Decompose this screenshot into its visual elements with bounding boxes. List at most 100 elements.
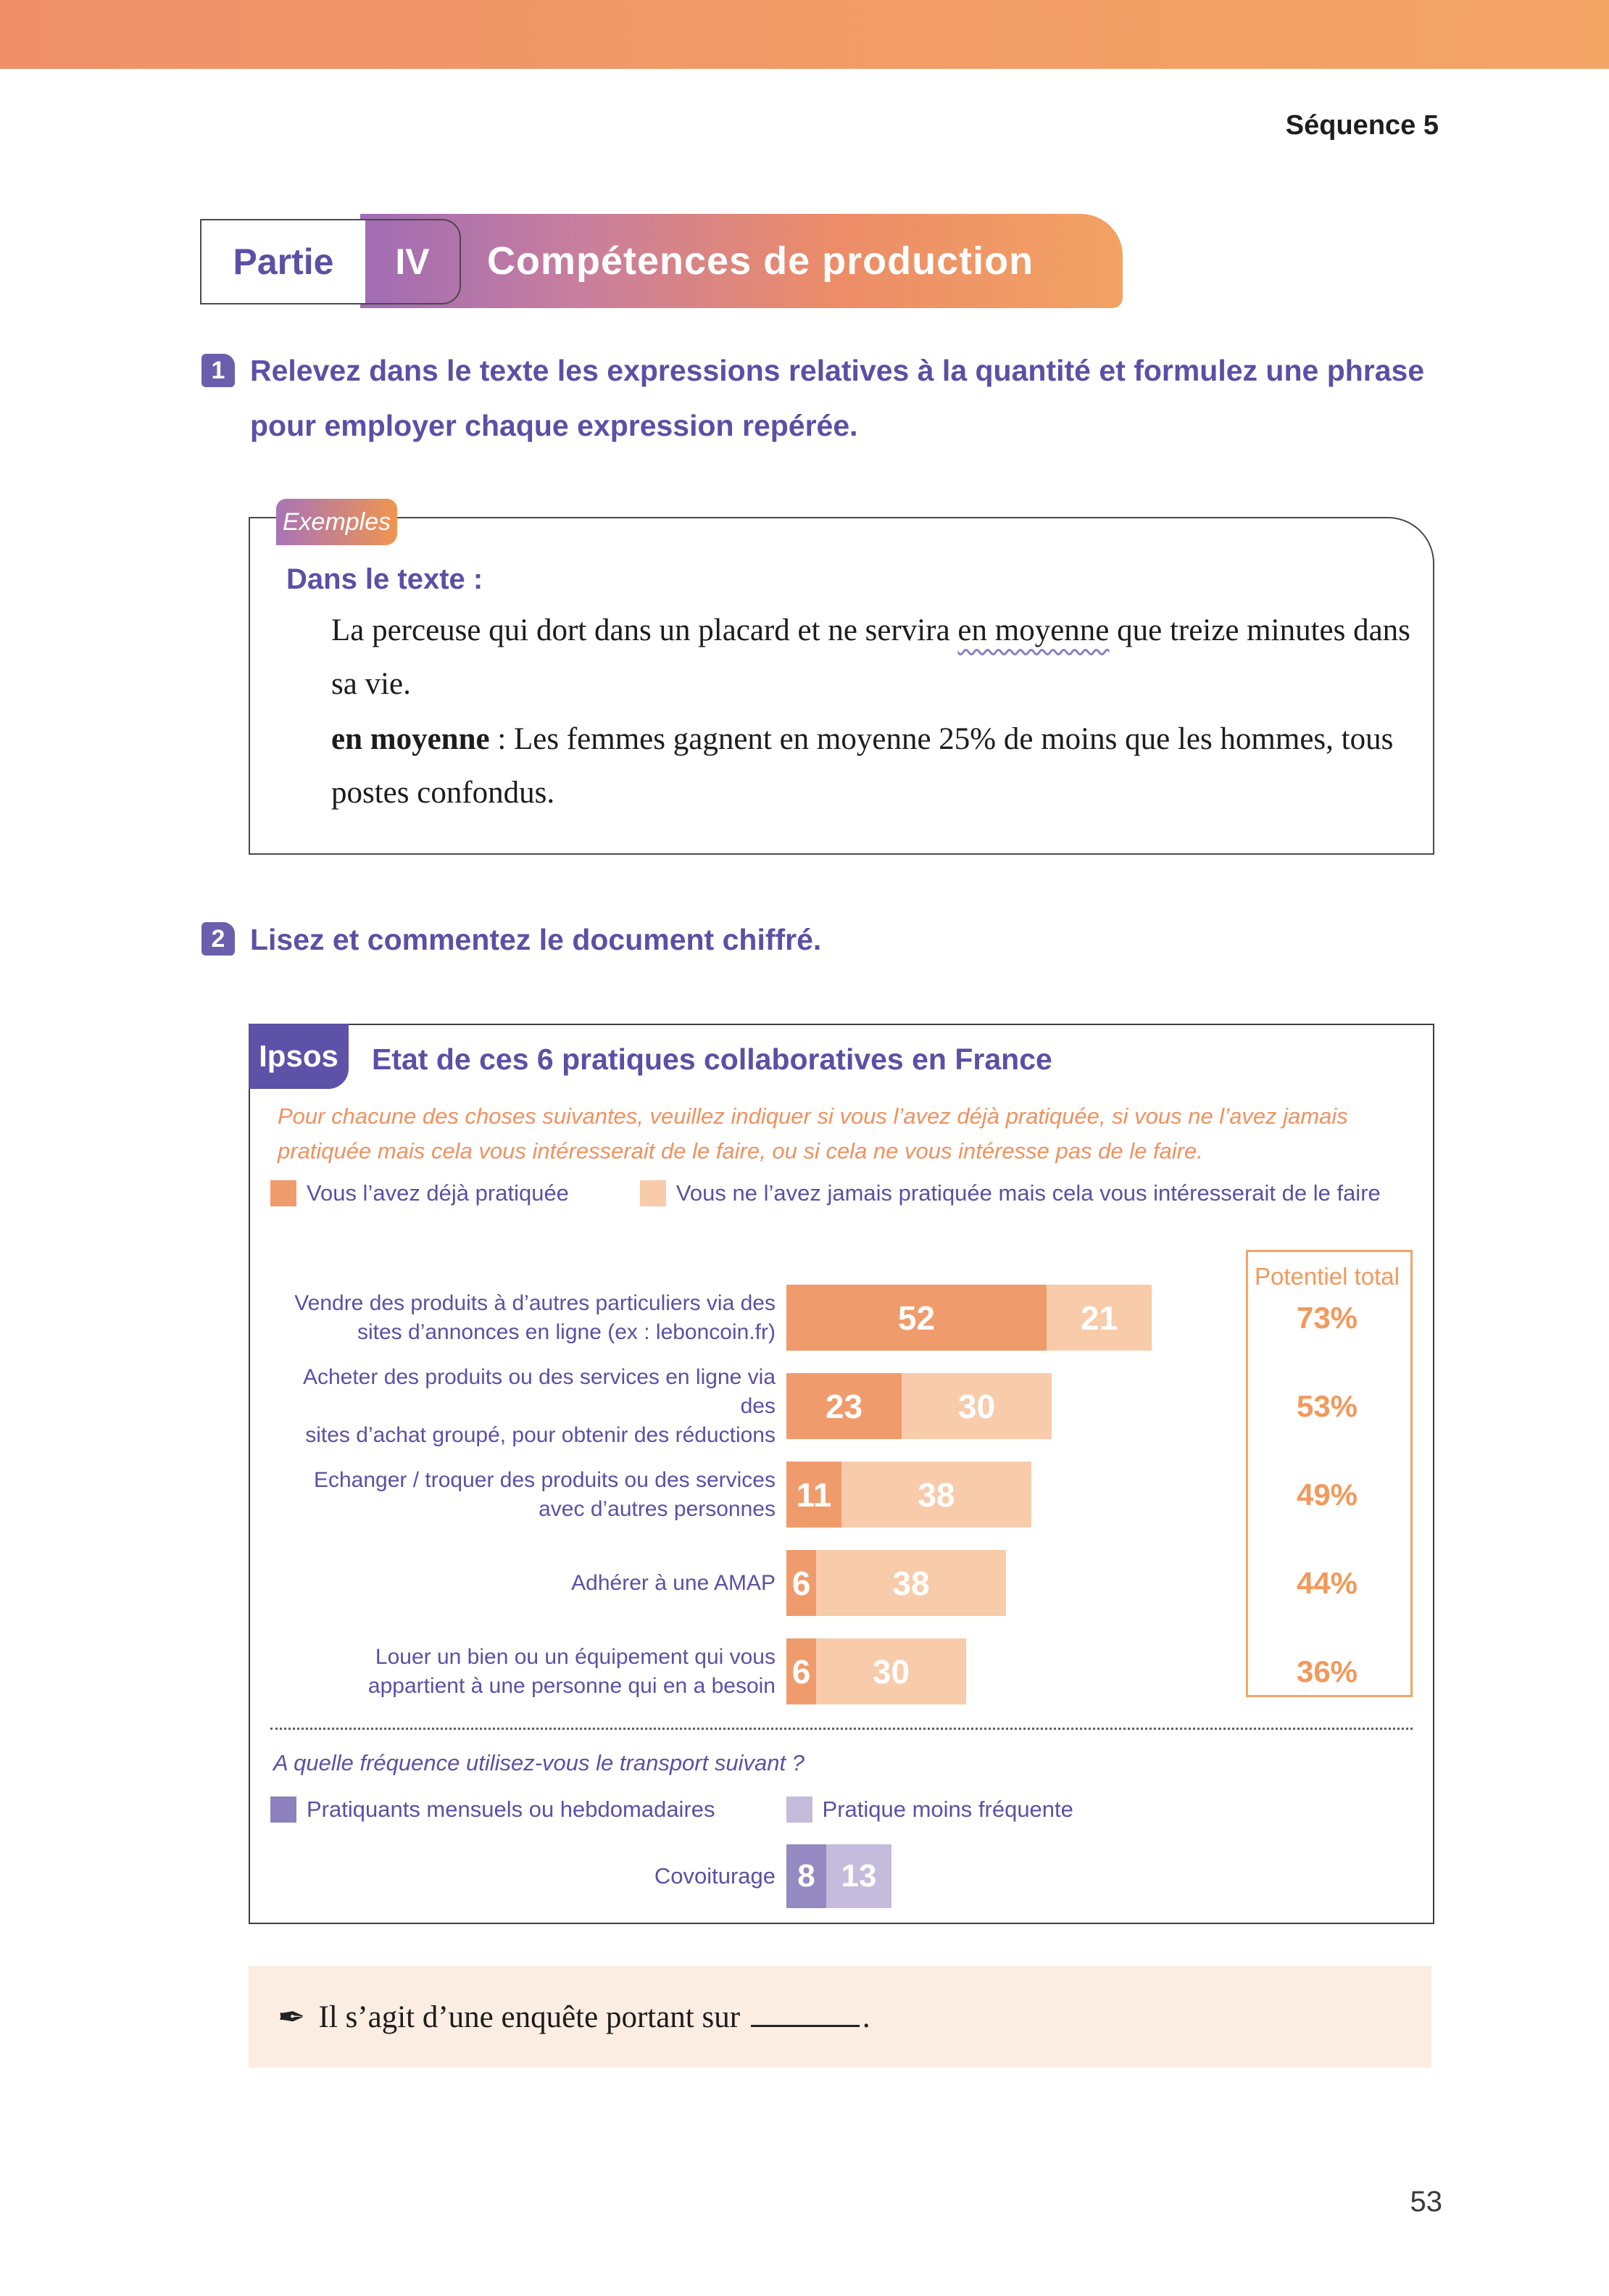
bar: 6 30 <box>786 1638 966 1704</box>
transport-question: A quelle fréquence utilisez-vous le tran… <box>273 1750 804 1775</box>
sequence-label: Séquence 5 <box>1285 110 1439 141</box>
chart-row: Vendre des produits à d’autres particuli… <box>250 1285 1433 1351</box>
examples-heading: Dans le texte : <box>286 563 483 595</box>
bar: 6 38 <box>786 1550 1006 1616</box>
chart-intro: Pour chacune des choses suivantes, veuil… <box>278 1103 1348 1164</box>
bar-value: 21 <box>1080 1298 1118 1337</box>
bar-value: 13 <box>841 1858 877 1894</box>
example-2-rest: : Les femmes gagnent en moyenne 25% de m… <box>331 722 1394 810</box>
bar-seg-practiced: 23 <box>786 1373 902 1439</box>
bar: 23 30 <box>786 1373 1052 1439</box>
answer-text-after: . <box>862 1999 870 2034</box>
legend-practices: Vous l’avez déjà pratiquée Vous ne l’ave… <box>270 1179 1381 1208</box>
legend-label-practiced: Vous l’avez déjà pratiquée <box>307 1180 569 1206</box>
legend-transport: Pratiquants mensuels ou hebdomadaires Pr… <box>270 1795 1073 1824</box>
examples-box: Dans le texte : La perceuse qui dort dan… <box>249 517 1434 855</box>
potential-value: 44% <box>1296 1565 1358 1600</box>
wavy-underlined-phrase: en moyenne <box>957 613 1110 647</box>
row-label-line: appartient à une personne qui en a besoi… <box>367 1673 776 1698</box>
bar-value: 30 <box>872 1652 910 1691</box>
legend-swatch-less-frequent-icon <box>786 1796 812 1823</box>
chart-row: Acheter des produits ou des services en … <box>250 1365 1433 1447</box>
bar-value: 30 <box>957 1387 996 1425</box>
bar-seg-interested: 38 <box>841 1462 1031 1528</box>
row-label-line: Echanger / troquer des produits ou des s… <box>313 1467 776 1492</box>
bar-seg-interested: 30 <box>816 1638 966 1704</box>
bar-seg-interested: 21 <box>1047 1285 1152 1351</box>
chart-row-label: Louer un bien ou un équipement qui vous … <box>272 1638 776 1704</box>
exercise-2-number-badge: 2 <box>201 922 235 956</box>
partie-numeral: IV <box>395 241 430 282</box>
row-label-line: avec d’autres personnes <box>539 1496 776 1521</box>
transport-row-label: Covoiturage <box>654 1863 776 1889</box>
example-1-before: La perceuse qui dort dans un placard et … <box>331 613 958 647</box>
bar-value: 38 <box>918 1475 955 1514</box>
bar-value: 8 <box>797 1858 815 1894</box>
bar-seg-practiced: 11 <box>786 1462 841 1528</box>
bar-seg-monthly: 8 <box>786 1844 826 1908</box>
legend-label-monthly: Pratiquants mensuels ou hebdomadaires <box>307 1796 715 1822</box>
potential-total-header: Potentiel total <box>1255 1263 1400 1290</box>
bar-value: 52 <box>897 1298 936 1337</box>
row-label-line: sites d’annonces en ligne (ex : leboncoi… <box>357 1319 776 1344</box>
answer-box: ✒ Il s’agit d’une enquête portant sur . <box>249 1966 1431 2068</box>
transport-row: Covoiturage 8 13 <box>250 1844 1433 1908</box>
ipsos-chart-box: Ipsos Etat de ces 6 pratiques collaborat… <box>249 1024 1434 1924</box>
bar-value: 23 <box>825 1387 863 1425</box>
bar-seg-interested: 30 <box>902 1373 1052 1439</box>
chart-row-label: Echanger / troquer des produits ou des s… <box>272 1462 776 1528</box>
chart-row-label: Adhérer à une AMAP <box>272 1550 776 1616</box>
answer-blank <box>750 2003 860 2027</box>
answer-text: Il s’agit d’une enquête portant sur . <box>319 1999 870 2035</box>
row-label-line: Louer un bien ou un équipement qui vous <box>375 1644 776 1669</box>
legend-swatch-interested-icon <box>639 1180 666 1206</box>
exercise-1-number-badge: 1 <box>201 354 235 387</box>
example-sentence-1: La perceuse qui dort dans un placard et … <box>331 604 1418 711</box>
row-label-line: Acheter des produits ou des services en … <box>302 1364 776 1418</box>
row-label-line: sites d’achat groupé, pour obtenir des r… <box>305 1422 776 1447</box>
chart-row: Adhérer à une AMAP 6 38 44% <box>250 1550 1433 1616</box>
example-1-after: que treize minutes dans sa vie. <box>331 613 1410 701</box>
transport-bar: 8 13 <box>786 1844 891 1908</box>
chart-row-label: Vendre des produits à d’autres particuli… <box>272 1285 776 1351</box>
bar-value: 6 <box>791 1564 811 1602</box>
part-banner: Compétences de production <box>360 214 1123 308</box>
bar-seg-practiced: 6 <box>786 1550 816 1616</box>
bar-seg-practiced: 6 <box>786 1638 816 1704</box>
legend-swatch-monthly-icon <box>270 1796 296 1823</box>
example-sentence-2: en moyenne : Les femmes gagnent en moyen… <box>331 713 1418 820</box>
potential-value: 73% <box>1296 1300 1358 1335</box>
pen-nib-icon: ✒ <box>278 1998 306 2036</box>
bar: 52 21 <box>786 1285 1152 1351</box>
example-2-term: en moyenne <box>331 722 490 756</box>
bar-value: 6 <box>791 1652 811 1691</box>
bar-seg-practiced: 52 <box>786 1285 1047 1351</box>
partie-box: Partie IV <box>200 219 461 304</box>
legend-swatch-practiced-icon <box>270 1180 296 1206</box>
ipsos-source-tab: Ipsos <box>249 1024 349 1089</box>
dotted-divider <box>270 1728 1413 1730</box>
potential-value: 49% <box>1296 1477 1358 1512</box>
potential-total-box <box>1246 1250 1413 1697</box>
answer-text-before: Il s’agit d’une enquête portant sur <box>318 1999 741 2034</box>
partie-label: Partie <box>201 220 365 303</box>
legend-label-interested: Vous ne l’avez jamais pratiquée mais cel… <box>675 1180 1381 1206</box>
bar-value: 38 <box>892 1564 930 1602</box>
exercise-1-text: Relevez dans le texte les expressions re… <box>250 354 1425 442</box>
row-label-line: Vendre des produits à d’autres particuli… <box>294 1290 776 1315</box>
bar-seg-interested: 38 <box>816 1550 1006 1616</box>
chart-title: Etat de ces 6 pratiques collaboratives e… <box>372 1043 1052 1076</box>
examples-tab: Exemples <box>276 499 397 545</box>
exercise-2-text: Lisez et commentez le document chiffré. <box>250 923 822 956</box>
bar-seg-less-frequent: 13 <box>826 1844 891 1908</box>
chart-row-label: Acheter des produits ou des services en … <box>272 1365 776 1447</box>
top-orange-bar <box>0 0 1609 69</box>
chart-row: Echanger / troquer des produits ou des s… <box>250 1462 1433 1528</box>
page-number: 53 <box>1410 2186 1443 2218</box>
potential-value: 53% <box>1296 1388 1358 1423</box>
potential-value: 36% <box>1296 1654 1358 1688</box>
bar-value: 11 <box>796 1475 832 1514</box>
bar: 11 38 <box>786 1462 1031 1528</box>
banner-title: Compétences de production <box>487 239 1034 283</box>
legend-label-less-frequent: Pratique moins fréquente <box>822 1796 1073 1822</box>
